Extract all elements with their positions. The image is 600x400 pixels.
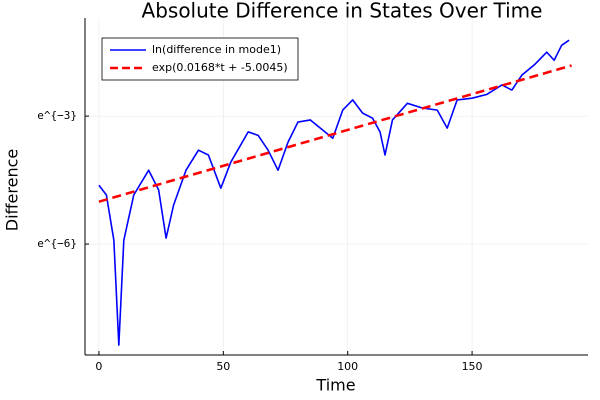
legend-box <box>101 37 299 81</box>
legend-label: ln(difference in mode1) <box>152 43 281 56</box>
chart-title: Absolute Difference in States Over Time <box>142 0 543 23</box>
x-tick-label: 0 <box>95 360 102 373</box>
data-line <box>98 39 570 346</box>
legend-label: exp(0.0168*t + -5.0045) <box>152 61 288 74</box>
data-line <box>98 64 572 203</box>
x-tick-label: 100 <box>337 360 358 373</box>
y-axis-label: Difference <box>3 149 22 231</box>
y-tick-label: e^{−3} <box>37 109 77 122</box>
x-tick-label: 150 <box>462 360 483 373</box>
x-axis-label: Time <box>315 376 355 395</box>
x-tick-label: 50 <box>216 360 230 373</box>
y-tick-label: e^{−6} <box>37 237 77 250</box>
